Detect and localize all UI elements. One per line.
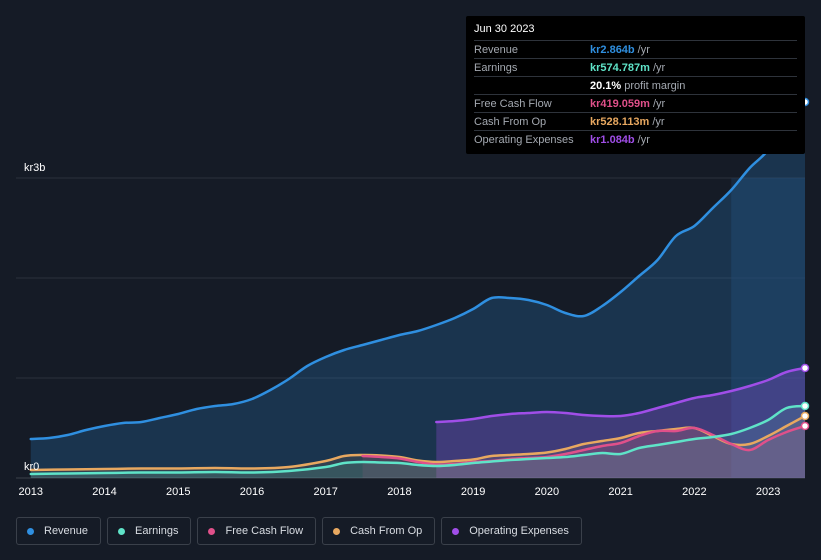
tooltip-unit: /yr [637, 133, 650, 146]
tooltip-value: kr2.864b [590, 43, 635, 56]
legend-item-earnings[interactable]: Earnings [107, 517, 192, 545]
y-axis-label-top: kr3b [24, 162, 45, 174]
x-tick-label: 2016 [240, 486, 264, 498]
tooltip-unit: /yr [652, 115, 665, 128]
end-marker-cash-from-op [800, 411, 810, 421]
tooltip-value: 20.1% [590, 79, 622, 92]
x-tick-label: 2017 [313, 486, 337, 498]
area-revenue [30, 102, 805, 478]
legend-label: Free Cash Flow [225, 525, 304, 537]
legend-label: Revenue [44, 525, 89, 537]
forecast-band [731, 178, 805, 478]
series-lines [29, 100, 807, 476]
legend-label: Cash From Op [350, 525, 423, 537]
tooltip-row-earnings: Earnings kr574.787m /yr [474, 59, 797, 77]
legend-dot-icon [27, 527, 34, 535]
legend-item-operating-expenses[interactable]: Operating Expenses [441, 517, 582, 545]
x-tick-label: 2021 [608, 486, 632, 498]
legend-item-cash-from-op[interactable]: Cash From Op [322, 517, 436, 545]
tooltip-value: kr1.084b [590, 133, 635, 146]
tooltip-value: kr419.059m [590, 97, 650, 110]
x-tick-label: 2019 [461, 486, 485, 498]
tooltip-date: Jun 30 2023 [474, 23, 797, 41]
y-axis-label-bottom: kr0 [24, 461, 39, 473]
tooltip-label: Cash From Op [474, 115, 547, 128]
tooltip-unit: profit margin [624, 79, 686, 92]
tooltip-rows: Revenue kr2.864b /yr Earnings kr574.787m… [474, 41, 797, 148]
legend-dot-icon [333, 527, 341, 535]
x-tick-label: 2020 [535, 486, 559, 498]
legend: Revenue Earnings Free Cash Flow Cash Fro… [16, 517, 582, 545]
legend-label: Operating Expenses [469, 525, 569, 537]
x-axis-ticks: 2013 2014 2015 2016 2017 2018 2019 2020 2021 2022… [19, 486, 781, 498]
tooltip-unit: /yr [637, 43, 650, 56]
x-tick-label: 2015 [166, 486, 190, 498]
x-tick-label: 2023 [756, 486, 780, 498]
end-marker-earnings [800, 401, 810, 411]
line-revenue [29, 100, 807, 441]
tooltip-row-cash-from-op: Cash From Op kr528.113m /yr [474, 113, 797, 131]
area-earnings [30, 406, 805, 478]
legend-dot-icon [208, 527, 216, 535]
legend-item-free-cash-flow[interactable]: Free Cash Flow [197, 517, 317, 545]
legend-item-revenue[interactable]: Revenue [16, 517, 102, 545]
end-marker-free-cash-flow [800, 421, 810, 431]
tooltip-value: kr528.113m [590, 115, 650, 128]
tooltip-label: Earnings [474, 61, 518, 74]
x-tick-label: 2022 [682, 486, 706, 498]
grid-lines [16, 177, 805, 479]
legend-label: Earnings [135, 525, 179, 537]
tooltip: Jun 30 2023 Revenue kr2.864b /yr Earning… [466, 16, 805, 154]
end-marker-operating-expenses [800, 363, 810, 373]
tooltip-row-profit-margin: 20.1% profit margin [474, 77, 797, 95]
legend-dot-icon [118, 527, 126, 535]
area-cash-from-op [30, 416, 805, 478]
tooltip-value: kr574.787m [590, 61, 650, 74]
tooltip-row-revenue: Revenue kr2.864b /yr [474, 41, 797, 59]
tooltip-unit: /yr [652, 97, 666, 110]
line-operating-expenses [435, 366, 807, 424]
x-tick-label: 2018 [387, 486, 411, 498]
tooltip-label: Free Cash Flow [474, 97, 552, 110]
tooltip-row-free-cash-flow: Free Cash Flow kr419.059m /yr [474, 95, 797, 113]
legend-dot-icon [452, 527, 460, 535]
tooltip-unit: /yr [652, 61, 666, 74]
tooltip-label: Revenue [474, 43, 519, 56]
line-earnings [29, 404, 807, 476]
line-free-cash-flow [361, 424, 807, 466]
tooltip-label: Operating Expenses [474, 133, 574, 146]
x-tick-label: 2013 [19, 486, 43, 498]
x-tick-label: 2014 [92, 486, 116, 498]
tooltip-row-operating-expenses: Operating Expenses kr1.084b /yr [474, 131, 797, 148]
